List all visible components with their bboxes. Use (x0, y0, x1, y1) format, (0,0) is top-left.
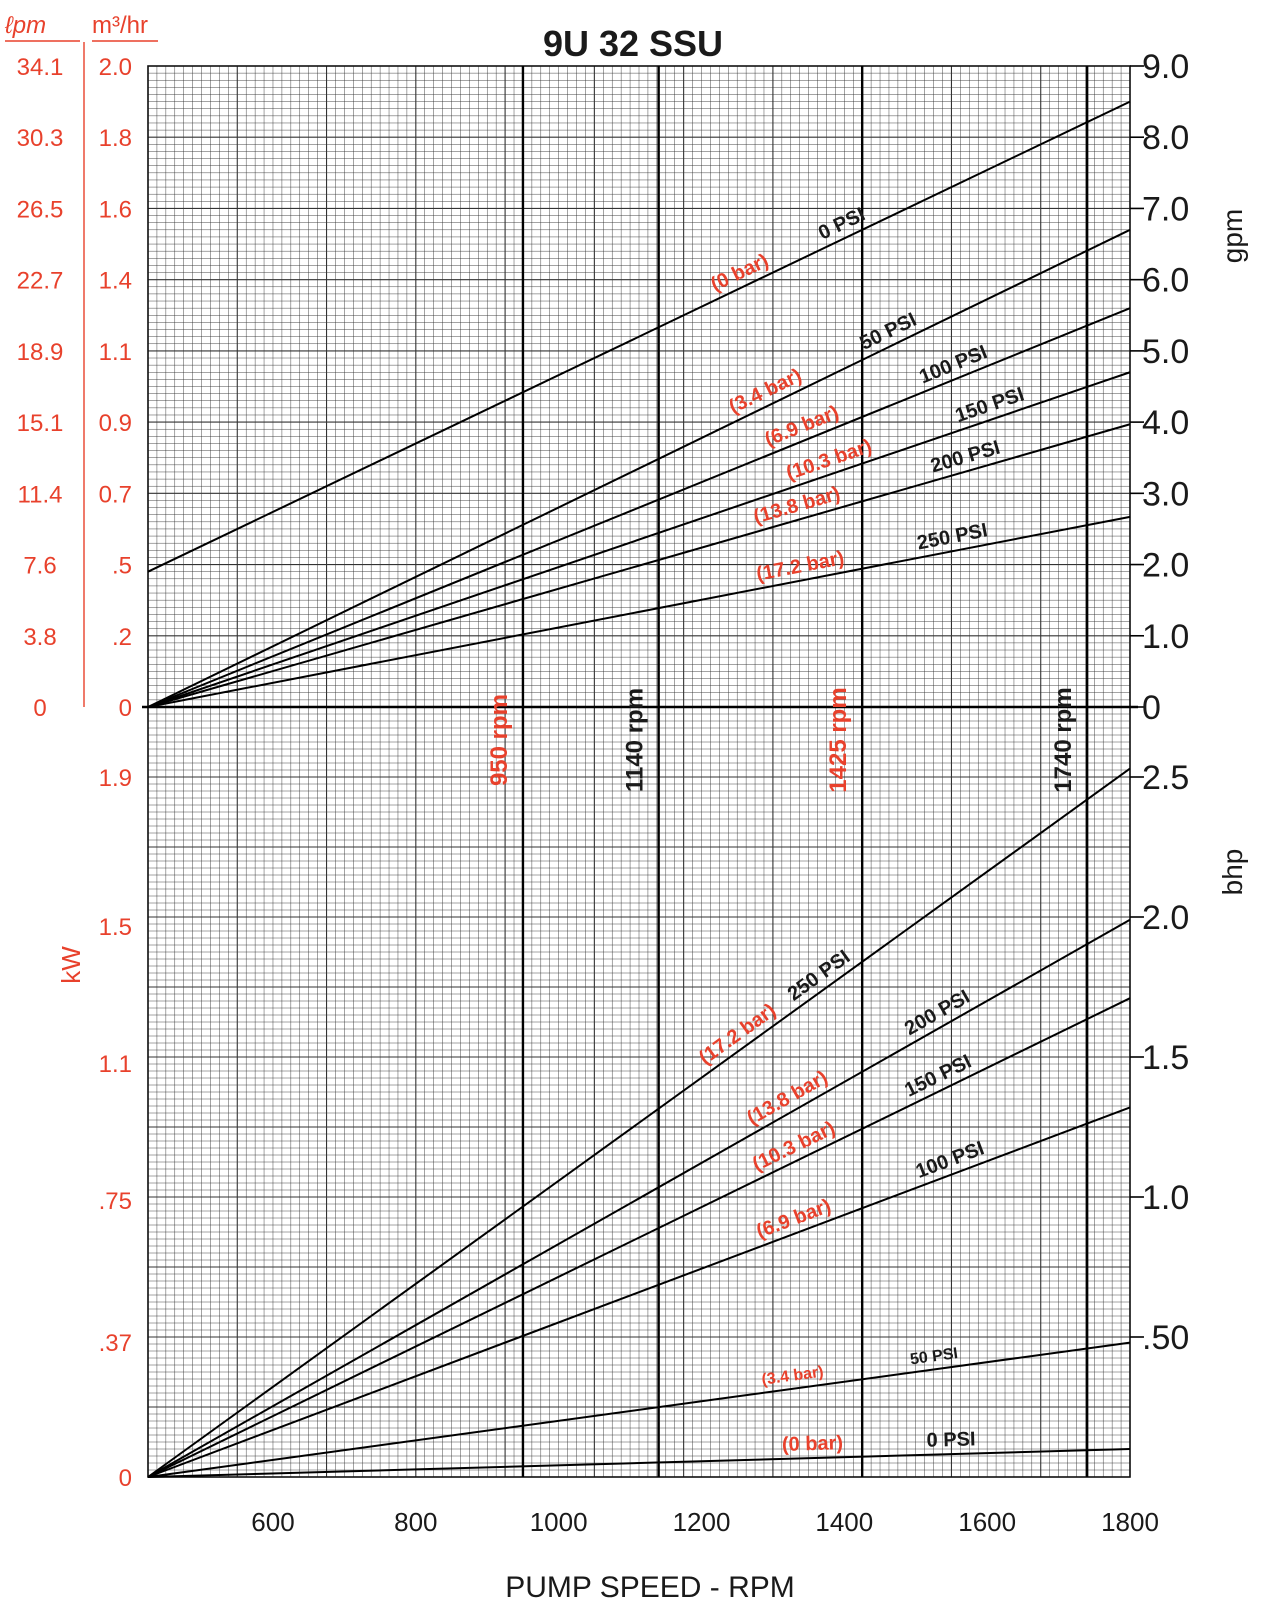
x-tick-label: 1000 (530, 1507, 588, 1537)
power-psi-label: 0 PSI (926, 1428, 976, 1451)
flow-curve (147, 100, 1131, 573)
bhp-tick-label: 2.5 (1142, 759, 1189, 797)
power-curve (147, 1106, 1131, 1478)
power-psi-label: 150 PSI (901, 1051, 975, 1102)
bhp-tick-label: 2.0 (1142, 899, 1189, 937)
gpm-tick-label: 6.0 (1142, 262, 1189, 300)
lpm-tick-label: 26.5 (17, 196, 64, 223)
power-curve (147, 1341, 1131, 1478)
reference-speed-label: 1740 rpm (1050, 687, 1077, 792)
m3hr-tick-label: 1.4 (99, 268, 132, 295)
power-bar-label: (17.2 bar) (695, 999, 780, 1069)
flow-curve (147, 371, 1131, 708)
x-tick-label: 1800 (1101, 1507, 1159, 1537)
axes: 600 800 1000 1200 1400 1600 1800 0 1.0 2.0 3.0 4.0 5… (5, 40, 1189, 1537)
flow-psi-label: 100 PSI (916, 341, 990, 388)
gpm-tick-label: 0 (1142, 689, 1161, 727)
gpm-tick-label: 5.0 (1142, 333, 1189, 371)
m3hr-tick-label: 0 (119, 695, 132, 722)
lpm-tick-label: 11.4 (18, 481, 63, 508)
gpm-tick-label: 1.0 (1142, 618, 1189, 656)
power-curve (147, 1448, 1131, 1478)
lpm-tick-label: 34.1 (17, 54, 64, 81)
m3hr-tick-label: 0.7 (99, 481, 132, 508)
lpm-tick-label: 30.3 (17, 125, 64, 152)
lpm-axis-header: ℓpm (4, 12, 46, 39)
lpm-tick-label: 0 (33, 695, 46, 722)
bhp-tick-label: 1.5 (1142, 1039, 1189, 1077)
x-tick-label: 1200 (673, 1507, 731, 1537)
gpm-tick-label: 2.0 (1142, 547, 1189, 585)
x-tick-label: 800 (394, 1507, 437, 1537)
gpm-tick-label: 9.0 (1142, 48, 1189, 86)
lpm-tick-label: 3.8 (23, 624, 56, 651)
flow-curve (147, 307, 1131, 708)
power-curve (147, 767, 1131, 1478)
m3hr-axis-header: m³/hr (92, 12, 148, 39)
x-tick-label: 1600 (958, 1507, 1016, 1537)
reference-speed-label: 1425 rpm (825, 687, 852, 792)
kw-tick-label: .75 (99, 1188, 132, 1215)
bhp-axis-title: bhp (1217, 849, 1248, 896)
reference-speed-label: 950 rpm (486, 694, 513, 786)
reference-speed-lines: 950 rpm 1140 rpm 1425 rpm 1740 rpm (486, 66, 1089, 1477)
gpm-tick-label: 4.0 (1142, 404, 1189, 442)
lpm-tick-label: 18.9 (17, 339, 64, 366)
kw-tick-label: 0 (119, 1465, 132, 1492)
x-tick-label: 600 (251, 1507, 294, 1537)
m3hr-tick-label: 1.6 (99, 196, 132, 223)
curves (147, 100, 1131, 1478)
lpm-tick-label: 7.6 (23, 553, 56, 580)
power-psi-label: 50 PSI (909, 1345, 959, 1368)
gpm-tick-label: 3.0 (1142, 475, 1189, 513)
kw-tick-label: 1.5 (99, 914, 132, 941)
power-bar-label: (0 bar) (782, 1432, 844, 1456)
chart-title: 9U 32 SSU (543, 23, 723, 64)
gpm-tick-label: 7.0 (1142, 190, 1189, 228)
lpm-tick-label: 22.7 (17, 268, 64, 295)
kw-tick-label: 1.1 (99, 1051, 132, 1078)
m3hr-tick-label: 2.0 (99, 54, 132, 81)
gpm-tick-label: 8.0 (1142, 119, 1189, 157)
gpm-axis-title: gpm (1217, 209, 1248, 263)
x-tick-label: 1400 (815, 1507, 873, 1537)
kw-tick-label: .37 (99, 1330, 132, 1357)
m3hr-tick-label: .2 (112, 624, 132, 651)
reference-speed-label: 1140 rpm (622, 688, 649, 792)
bhp-tick-label: 1.0 (1142, 1179, 1189, 1217)
m3hr-tick-label: 1.8 (99, 125, 132, 152)
power-bar-label: (6.9 bar) (753, 1195, 834, 1243)
grid (142, 65, 1138, 1478)
power-curve (147, 918, 1131, 1478)
m3hr-tick-label: .5 (112, 553, 132, 580)
m3hr-tick-label: 1.1 (99, 339, 132, 366)
plot-frame (147, 65, 1131, 1478)
flow-psi-label: 0 PSI (815, 204, 869, 245)
flow-curve (147, 423, 1131, 708)
x-axis-title: PUMP SPEED - RPM (505, 1571, 795, 1604)
flow-bar-label: (3.4 bar) (726, 365, 806, 419)
bhp-tick-label: .50 (1142, 1319, 1189, 1357)
kw-tick-label: 1.9 (99, 765, 132, 792)
lpm-tick-label: 15.1 (17, 410, 64, 437)
kw-axis-title: kW (56, 946, 86, 984)
flow-curve (147, 228, 1131, 708)
flow-curve (147, 515, 1131, 708)
power-curve (147, 997, 1131, 1478)
m3hr-tick-label: 0.9 (99, 410, 132, 437)
